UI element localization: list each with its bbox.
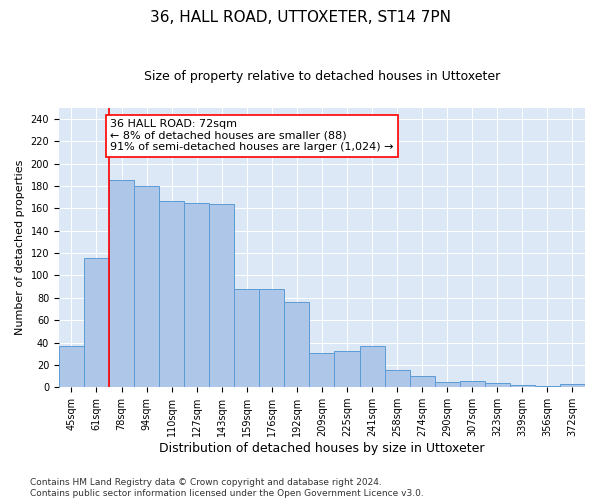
Bar <box>410 376 434 387</box>
Bar <box>234 289 259 387</box>
X-axis label: Distribution of detached houses by size in Uttoxeter: Distribution of detached houses by size … <box>159 442 485 455</box>
Bar <box>109 180 134 387</box>
Bar <box>334 352 359 387</box>
Bar <box>535 386 560 387</box>
Bar <box>359 346 385 387</box>
Bar <box>485 383 510 387</box>
Bar <box>385 370 410 387</box>
Bar <box>159 200 184 387</box>
Bar <box>434 382 460 387</box>
Title: Size of property relative to detached houses in Uttoxeter: Size of property relative to detached ho… <box>144 70 500 83</box>
Text: Contains HM Land Registry data © Crown copyright and database right 2024.
Contai: Contains HM Land Registry data © Crown c… <box>30 478 424 498</box>
Bar <box>134 186 159 387</box>
Text: 36 HALL ROAD: 72sqm
← 8% of detached houses are smaller (88)
91% of semi-detache: 36 HALL ROAD: 72sqm ← 8% of detached hou… <box>110 119 394 152</box>
Bar <box>560 384 585 387</box>
Bar <box>460 380 485 387</box>
Bar <box>59 346 84 387</box>
Bar <box>84 258 109 387</box>
Bar <box>184 203 209 387</box>
Bar <box>284 302 310 387</box>
Bar <box>259 289 284 387</box>
Text: 36, HALL ROAD, UTTOXETER, ST14 7PN: 36, HALL ROAD, UTTOXETER, ST14 7PN <box>149 10 451 25</box>
Bar <box>209 204 234 387</box>
Bar <box>310 352 334 387</box>
Y-axis label: Number of detached properties: Number of detached properties <box>15 160 25 335</box>
Bar <box>510 385 535 387</box>
